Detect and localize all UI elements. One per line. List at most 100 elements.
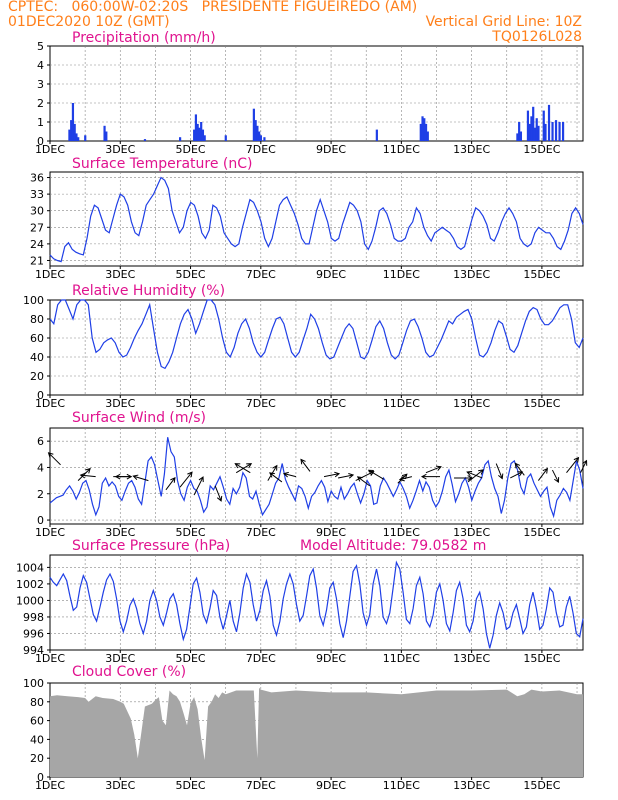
cloud-area xyxy=(50,687,583,777)
precip-ytick-label: 4 xyxy=(37,59,44,72)
temp-xtick-label: 5DEC xyxy=(175,268,205,281)
wind-frame xyxy=(49,427,584,525)
wind-arrow xyxy=(323,473,340,478)
precip-bar xyxy=(551,122,554,141)
wind-arrow-head xyxy=(573,456,580,463)
rh-xtick-label: 5DEC xyxy=(175,397,205,410)
header-gridline: Vertical Grid Line: 10Z xyxy=(425,14,582,30)
precip-bar xyxy=(201,129,205,141)
wind-arrow xyxy=(514,463,525,476)
precip-bar xyxy=(259,135,263,141)
press-ytick-label: 998 xyxy=(23,611,44,624)
precip-xtick-label: 1DEC xyxy=(35,143,65,156)
precip-bar xyxy=(203,135,206,141)
rh-frame xyxy=(49,299,584,396)
precip-bar xyxy=(84,135,87,141)
precip-bar xyxy=(537,125,540,141)
wind-arrow-head xyxy=(582,459,588,466)
header-model-id: TQ0126L028 xyxy=(492,29,582,45)
temp-xtick-label: 9DEC xyxy=(316,268,346,281)
wind-arrow xyxy=(551,469,559,483)
precip-bar xyxy=(526,110,530,141)
precip-bar xyxy=(224,135,227,141)
temp-xtick-label: 7DEC xyxy=(246,268,276,281)
wind-arrow-head xyxy=(435,465,442,471)
cloud-ytick-label: 40 xyxy=(30,733,44,746)
wind-ytick-label: 6 xyxy=(37,435,44,448)
wind-arrow xyxy=(214,485,222,502)
wind-arrow-head xyxy=(282,471,289,478)
wind-arrow-head xyxy=(478,469,484,475)
precip-ytick-label: 1 xyxy=(37,116,44,129)
precip-bar xyxy=(193,129,196,141)
press-xtick-label: 5DEC xyxy=(175,652,205,665)
wind-arrow xyxy=(269,472,283,483)
wind-arrow-head xyxy=(300,458,306,465)
press-xtick-label: 9DEC xyxy=(316,652,346,665)
wind-arrow-head xyxy=(132,474,139,481)
wind-arrow xyxy=(510,471,523,479)
precip-bar xyxy=(544,123,547,141)
wind-arrow xyxy=(357,476,371,487)
temp-xtick-label: 11DEC xyxy=(383,268,420,281)
cloud-ytick-label: 0 xyxy=(37,771,44,784)
cloud-xtick-label: 15DEC xyxy=(523,779,560,792)
precip-bar xyxy=(68,129,71,141)
rh-xtick-label: 3DEC xyxy=(105,397,135,410)
wind-arrow-head xyxy=(79,472,86,479)
cloud-ytick-label: 80 xyxy=(30,696,44,709)
precip-ytick-label: 0 xyxy=(37,135,44,148)
rh-xtick-label: 11DEC xyxy=(383,397,420,410)
wind-arrow xyxy=(566,457,579,474)
press-ytick-label: 1004 xyxy=(16,561,44,574)
wind-arrow xyxy=(399,476,413,481)
wind-arrow xyxy=(467,469,484,483)
wind-xtick-label: 13DEC xyxy=(453,526,490,539)
wind-xtick-label: 11DEC xyxy=(383,526,420,539)
rh-ytick-label: 40 xyxy=(30,351,44,364)
wind-line xyxy=(49,437,584,519)
temp-ytick-label: 30 xyxy=(30,205,44,218)
wind-arrow xyxy=(580,460,587,473)
rh-ytick-label: 80 xyxy=(30,313,44,326)
cloud-xtick-label: 1DEC xyxy=(35,779,65,792)
wind-arrow xyxy=(77,468,91,481)
cloud-ytick-label: 100 xyxy=(23,677,44,690)
temp-xtick-label: 13DEC xyxy=(453,268,490,281)
wind-arrow-head xyxy=(269,472,275,478)
precip-bar xyxy=(375,129,378,141)
precip-bar xyxy=(558,122,561,141)
temp-xtick-label: 3DEC xyxy=(105,268,135,281)
rh-xtick-label: 1DEC xyxy=(35,397,65,410)
rh-xtick-label: 13DEC xyxy=(453,397,490,410)
precip-xtick-label: 5DEC xyxy=(175,143,205,156)
wind-arrow xyxy=(235,463,251,474)
temp-frame xyxy=(49,171,584,267)
precip-bar xyxy=(254,120,257,141)
cloud-xtick-label: 5DEC xyxy=(175,779,205,792)
wind-arrow xyxy=(495,463,503,479)
wind-arrow xyxy=(537,468,548,481)
wind-arrow-head xyxy=(498,473,504,480)
wind-arrow-head xyxy=(542,467,549,474)
wind-arrow-head xyxy=(47,452,54,458)
precip-bar xyxy=(421,116,424,141)
wind-arrow-head xyxy=(466,470,473,477)
rh-title: Relative Humidity (%) xyxy=(72,283,226,299)
precip-bar xyxy=(561,122,565,141)
precip-bar xyxy=(196,123,199,141)
precip-frame xyxy=(49,45,584,142)
precip-bar xyxy=(423,118,426,141)
wind-arrow-head xyxy=(467,475,474,481)
precip-xtick-label: 13DEC xyxy=(453,143,490,156)
precip-bar xyxy=(426,131,429,141)
wind-arrow-head xyxy=(170,476,176,483)
precip-xtick-label: 11DEC xyxy=(383,143,420,156)
precip-bar xyxy=(71,103,75,141)
precip-bar xyxy=(263,137,266,141)
precip-bar xyxy=(424,123,428,141)
precip-bar xyxy=(105,131,108,141)
precip-bar xyxy=(200,122,203,141)
wind-ytick-label: 0 xyxy=(37,514,44,527)
